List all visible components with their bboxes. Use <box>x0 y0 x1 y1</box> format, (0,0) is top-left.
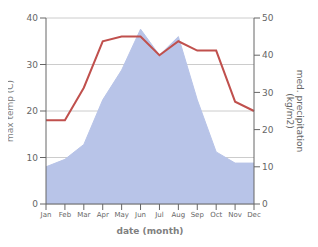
svg-text:May: May <box>114 211 128 219</box>
svg-text:0: 0 <box>32 199 38 209</box>
svg-text:Apr: Apr <box>97 211 109 219</box>
svg-text:Nov: Nov <box>228 211 242 219</box>
svg-text:0: 0 <box>262 199 268 209</box>
svg-text:Aug: Aug <box>172 211 186 219</box>
svg-text:Jul: Jul <box>154 211 164 219</box>
svg-text:Feb: Feb <box>59 211 72 219</box>
svg-text:med. precipitation(kg/m2): med. precipitation(kg/m2) <box>285 70 305 152</box>
svg-text:30: 30 <box>27 60 39 70</box>
svg-text:10: 10 <box>262 162 274 172</box>
svg-text:Dec: Dec <box>247 211 261 219</box>
svg-text:40: 40 <box>262 50 274 60</box>
svg-text:50: 50 <box>262 13 274 23</box>
svg-text:10: 10 <box>27 153 39 163</box>
svg-text:max temp (C): max temp (C) <box>8 80 15 142</box>
svg-text:Mar: Mar <box>77 211 90 219</box>
svg-text:Jan: Jan <box>40 211 52 219</box>
svg-text:Oct: Oct <box>210 211 222 219</box>
svg-text:Jun: Jun <box>134 211 146 219</box>
svg-text:20: 20 <box>262 125 274 135</box>
svg-text:30: 30 <box>262 88 274 98</box>
svg-text:40: 40 <box>27 13 39 23</box>
svg-text:20: 20 <box>27 106 39 116</box>
svg-text:Sep: Sep <box>191 211 205 219</box>
svg-text:date (month): date (month) <box>117 226 184 236</box>
